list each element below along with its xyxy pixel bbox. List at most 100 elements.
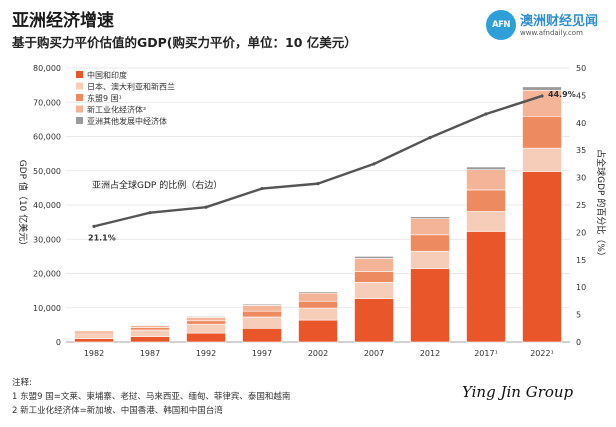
bar-segment [186, 317, 226, 322]
share-line-point [316, 182, 320, 186]
share-line-point [428, 135, 432, 140]
bar-segment [186, 332, 226, 343]
x-tick-label: 1992 [196, 349, 216, 358]
legend-swatch [76, 82, 83, 90]
bar-segment [354, 282, 394, 299]
share-line-point [260, 186, 264, 191]
legend-label: 新工业化经济体² [87, 105, 146, 115]
line-label-last: 44.9% [548, 90, 576, 99]
legend-label: 亚洲其他发展中经济体 [87, 116, 167, 126]
y2-tick-label: 45 [576, 91, 586, 100]
legend-label: 中国和印度 [87, 70, 127, 80]
share-line-point [372, 162, 376, 166]
bar-segment [242, 305, 282, 312]
bar-segment [410, 218, 450, 236]
y-tick-label: 0 [56, 338, 61, 347]
y2-axis-label: 占全球GDP 的百分比（%） [595, 149, 607, 261]
bar-segment [298, 307, 338, 321]
share-line-point [484, 112, 488, 116]
y2-tick-label: 25 [576, 201, 586, 210]
y-tick-label: 10,000 [33, 304, 61, 313]
signature: Ying Jin Group [462, 383, 574, 401]
x-tick-label: 2017¹ [474, 349, 498, 358]
note-line-2: 2 新工业化经济体=新加坡、中国香港、韩国和中国台湾 [12, 406, 223, 416]
y-tick-label: 20,000 [33, 270, 61, 279]
bar-segment [410, 250, 450, 270]
x-tick-label: 1987 [140, 349, 160, 358]
brand-logo: AFN 澳洲财经见闻 www.afndaily.com [486, 8, 614, 42]
brand-url: www.afndaily.com [520, 29, 583, 37]
bar-segment [298, 300, 338, 309]
bar-segment [522, 89, 562, 117]
bar-segment [522, 86, 562, 91]
x-tick-label: 2002 [308, 349, 328, 358]
x-tick-label: 1997 [252, 349, 272, 358]
bar-segment [298, 291, 338, 294]
page-subtitle: 基于购买力平价估值的GDP(购买力平价，单位：10 亿美元） [12, 35, 357, 50]
notes-heading: 注释: [12, 378, 32, 388]
bar-segment [522, 171, 562, 343]
bar-segment [298, 292, 338, 302]
line-label-first: 21.1% [88, 233, 116, 242]
bar-segment [522, 147, 562, 172]
y2-tick-label: 0 [576, 338, 581, 347]
y-tick-label: 30,000 [33, 235, 61, 244]
y-tick-label: 60,000 [33, 133, 61, 142]
bar-segment [298, 319, 338, 343]
bar-segment [466, 166, 506, 171]
brand-name: 澳洲财经见闻 [520, 14, 599, 29]
share-line-point [148, 211, 152, 215]
y-tick-label: 50,000 [33, 167, 61, 176]
bar-segment [186, 316, 226, 318]
page-title: 亚洲经济增速 [12, 11, 114, 31]
bar-segment [130, 329, 170, 337]
y2-tick-label: 40 [576, 119, 586, 128]
bar-segment [354, 258, 394, 272]
bar-segment [130, 327, 170, 331]
legend-swatch [76, 105, 83, 113]
afn-logo-icon: AFN [486, 10, 516, 40]
bar-segment [466, 211, 506, 232]
legend-label: 日本、澳大利亚和新西兰 [87, 82, 175, 92]
y-tick-label: 40,000 [33, 201, 61, 210]
x-tick-label: 1982 [84, 349, 104, 358]
legend-label: 东盟9 国¹ [87, 93, 122, 103]
bar-segment [74, 338, 114, 343]
bar-segment [186, 323, 226, 334]
legend-swatch [76, 94, 83, 101]
bar-segment [130, 325, 170, 328]
bar-segment [466, 169, 506, 191]
x-tick-label: 2022¹ [530, 349, 554, 358]
bar-segment [242, 327, 282, 343]
bar-segment [466, 189, 506, 212]
share-line-point [540, 94, 544, 98]
bar-segment [354, 271, 394, 283]
x-tick-label: 2012 [420, 349, 440, 358]
legend-swatch [76, 71, 83, 78]
bar-segment [354, 256, 394, 259]
bar-segment [74, 333, 114, 339]
y-tick-label: 70,000 [33, 98, 61, 107]
y2-tick-label: 35 [576, 146, 586, 155]
bar-segment [186, 320, 226, 325]
y2-tick-label: 30 [576, 174, 586, 183]
bar-segment [130, 324, 170, 326]
line-series-label: 亚洲占全球GDP 的比例（右边） [92, 179, 222, 191]
y2-tick-label: 20 [576, 228, 586, 237]
x-tick-label: 2007 [364, 349, 384, 358]
bar-segment [242, 310, 282, 318]
bar-segment [410, 268, 450, 343]
y2-tick-label: 10 [576, 283, 586, 292]
bar-segment [242, 303, 282, 306]
bar-segment [242, 316, 282, 329]
gdp-chart: 0 10,000 20,000 30,000 40,000 50,000 60,000 70,… [17, 64, 607, 358]
chart-notes: 注释: 1 东盟9 国=文莱、柬埔寨、老挝、马来西亚、缅甸、菲律宾、泰国和越南 … [12, 376, 290, 418]
bar-segment [466, 231, 506, 343]
share-line-point [92, 224, 96, 228]
legend-swatch [76, 117, 83, 124]
y2-tick-label: 5 [576, 311, 581, 320]
bar-segment [410, 234, 450, 252]
note-line-1: 1 东盟9 国=文莱、柬埔寨、老挝、马来西亚、缅甸、菲律宾、泰国和越南 [12, 392, 291, 402]
y-tick-label: 80,000 [33, 64, 61, 73]
bar-segment [354, 298, 394, 343]
